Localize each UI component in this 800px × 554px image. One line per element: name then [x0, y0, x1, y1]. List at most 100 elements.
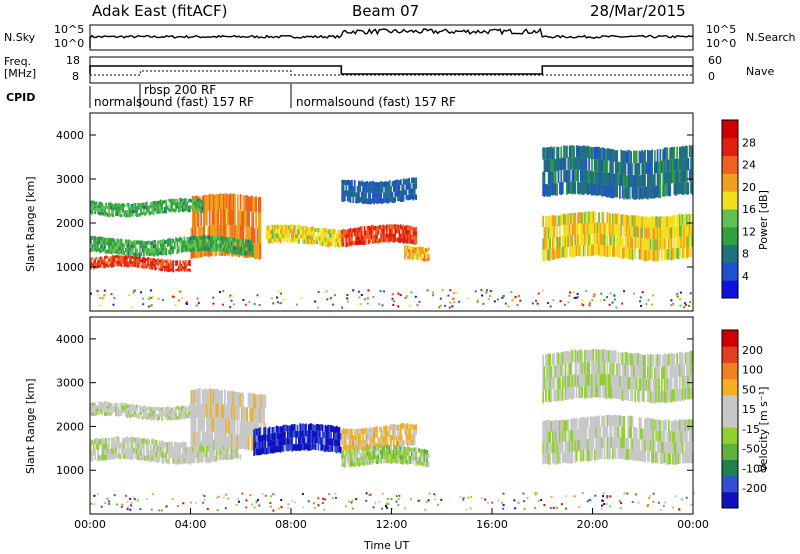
- echo-cell: [380, 432, 383, 438]
- echo-cell: [169, 242, 172, 247]
- echo-cell: [552, 377, 554, 389]
- echo-cell: [637, 163, 639, 176]
- echo-cell: [401, 234, 404, 239]
- echo-cell: [112, 255, 115, 259]
- echo-cell: [236, 453, 239, 459]
- echo-cell: [415, 250, 417, 254]
- echo-cell: [567, 351, 570, 364]
- echo-cell: [131, 251, 134, 256]
- echo-cell: [193, 235, 196, 240]
- noise-cell: [481, 294, 483, 297]
- echo-cell: [613, 436, 616, 448]
- echo-cell: [157, 261, 159, 264]
- echo-cell: [387, 181, 390, 187]
- echo-cell: [360, 235, 363, 241]
- echo-cell: [406, 451, 409, 456]
- echo-cell: [144, 212, 147, 216]
- echo-cell: [388, 458, 391, 463]
- echo-cell: [158, 410, 161, 414]
- echo-cell: [395, 224, 398, 229]
- echo-cell: [172, 198, 175, 202]
- echo-cell: [399, 435, 402, 441]
- echo-cell: [609, 224, 612, 235]
- echo-cell: [581, 374, 584, 386]
- echo-cell: [388, 232, 391, 238]
- echo-cell: [349, 454, 352, 459]
- echo-cell: [349, 463, 352, 468]
- echo-cell: [151, 417, 154, 421]
- echo-cell: [112, 204, 115, 208]
- echo-cell: [186, 414, 189, 418]
- echo-cell: [588, 349, 591, 362]
- echo-cell: [177, 447, 180, 454]
- echo-cell: [245, 195, 248, 211]
- echo-cell: [649, 150, 652, 163]
- echo-cell: [177, 209, 180, 213]
- echo-cell: [205, 451, 208, 458]
- echo-cell: [377, 187, 380, 193]
- echo-cell: [674, 377, 677, 390]
- echo-cell: [384, 431, 387, 437]
- echo-cell: [345, 445, 348, 451]
- echo-cell: [356, 453, 359, 458]
- echo-cell: [667, 184, 670, 197]
- echo-cell: [662, 161, 665, 173]
- echo-cell: [363, 192, 366, 199]
- echo-cell: [196, 240, 198, 244]
- echo-cell: [690, 146, 692, 158]
- echo-cell: [236, 243, 239, 248]
- echo-cell: [172, 446, 175, 453]
- echo-cell: [136, 407, 138, 412]
- noise-cell: [516, 304, 519, 306]
- echo-cell: [356, 448, 359, 453]
- echo-cell: [646, 187, 649, 200]
- echo-cell: [402, 239, 405, 244]
- echo-cell: [560, 214, 563, 226]
- echo-cell: [303, 225, 306, 231]
- echo-cell: [392, 197, 395, 203]
- echo-cell: [603, 172, 606, 185]
- echo-cell: [405, 451, 408, 456]
- echo-cell: [348, 435, 350, 441]
- echo-cell: [161, 258, 163, 262]
- echo-cell: [571, 144, 574, 158]
- echo-cell: [123, 256, 126, 259]
- echo-cell: [684, 145, 687, 158]
- echo-cell: [113, 239, 116, 243]
- echo-cell: [190, 240, 193, 245]
- echo-cell: [112, 437, 115, 444]
- echo-cell: [317, 232, 320, 237]
- echo-cell: [547, 365, 550, 378]
- echo-cell: [398, 430, 401, 436]
- echo-cell: [419, 250, 422, 254]
- echo-cell: [619, 186, 621, 199]
- echo-cell: [168, 269, 170, 272]
- echo-cell: [189, 263, 191, 266]
- echo-cell: [159, 243, 162, 248]
- echo-cell: [130, 404, 133, 408]
- echo-cell: [140, 240, 143, 245]
- echo-cell: [299, 423, 302, 431]
- echo-cell: [426, 258, 429, 262]
- echo-cell: [126, 243, 129, 248]
- echo-cell: [606, 448, 609, 459]
- echo-cell: [296, 224, 299, 230]
- echo-cell: [169, 417, 172, 421]
- echo-cell: [628, 237, 631, 249]
- noise-cell: [449, 289, 452, 292]
- echo-cell: [395, 228, 398, 234]
- echo-cell: [686, 158, 688, 171]
- echo-cell: [150, 202, 152, 206]
- echo-cell: [637, 187, 639, 199]
- echo-cell: [659, 227, 662, 239]
- echo-cell: [309, 443, 311, 451]
- echo-cell: [394, 449, 397, 454]
- echo-cell: [321, 232, 324, 237]
- echo-cell: [392, 186, 395, 192]
- echo-cell: [231, 448, 233, 454]
- echo-cell: [381, 224, 384, 229]
- echo-cell: [617, 387, 620, 400]
- echo-cell: [271, 446, 274, 454]
- echo-cell: [151, 406, 154, 411]
- echo-cell: [408, 194, 411, 201]
